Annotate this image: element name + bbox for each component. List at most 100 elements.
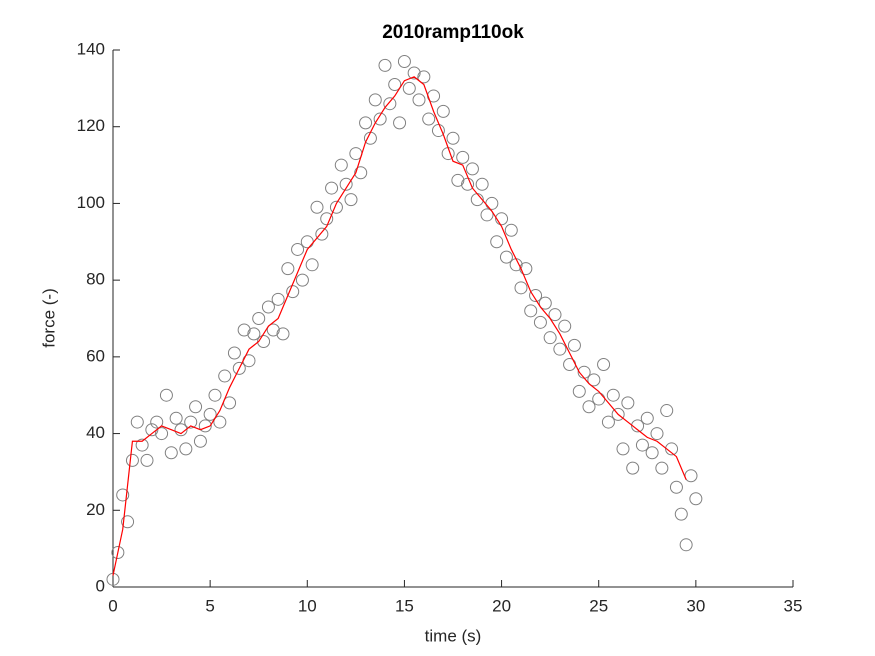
data-point	[179, 442, 193, 456]
data-point	[174, 423, 188, 437]
data-point	[359, 116, 373, 130]
data-point	[674, 507, 688, 521]
y-tick-label: 100	[77, 193, 105, 212]
data-point	[655, 461, 669, 475]
data-point	[606, 388, 620, 402]
y-tick-label: 0	[96, 576, 105, 595]
data-point	[538, 296, 552, 310]
data-point	[329, 200, 343, 214]
chart-title: 2010ramp110ok	[382, 22, 524, 43]
data-point	[300, 235, 314, 249]
data-point	[514, 281, 528, 295]
y-tick-label: 40	[86, 423, 105, 442]
data-point	[461, 177, 475, 191]
data-point	[315, 227, 329, 241]
data-point	[558, 319, 572, 333]
data-point	[480, 208, 494, 222]
data-point	[533, 315, 547, 329]
data-point	[592, 392, 606, 406]
data-point	[291, 242, 305, 256]
data-point	[412, 93, 426, 107]
data-point	[320, 212, 334, 226]
data-point	[465, 162, 479, 176]
data-point	[121, 515, 135, 529]
data-point	[495, 212, 509, 226]
data-point	[601, 415, 615, 429]
data-point	[261, 300, 275, 314]
data-point	[524, 304, 538, 318]
data-point	[631, 419, 645, 433]
data-point	[208, 388, 222, 402]
x-tick-label: 0	[108, 596, 117, 615]
data-point	[252, 312, 266, 325]
data-point	[436, 104, 450, 118]
data-point	[281, 262, 295, 276]
data-point	[665, 442, 679, 456]
data-point	[504, 223, 518, 237]
data-point	[684, 469, 698, 483]
data-point	[417, 70, 431, 84]
data-point	[203, 407, 217, 421]
data-point	[446, 131, 460, 145]
x-tick-label: 35	[784, 596, 803, 615]
data-point	[626, 461, 640, 475]
data-point	[485, 196, 499, 210]
y-tick-label: 20	[86, 500, 105, 519]
data-point	[227, 346, 241, 360]
data-point	[529, 288, 543, 302]
data-point	[587, 373, 601, 387]
data-point	[689, 492, 703, 506]
data-point	[490, 235, 504, 249]
data-point	[402, 81, 416, 95]
data-point	[111, 545, 125, 559]
data-point	[213, 415, 227, 429]
data-point	[305, 258, 319, 272]
data-point	[669, 480, 683, 494]
data-point	[218, 369, 232, 383]
data-point	[164, 446, 178, 460]
data-point	[363, 131, 377, 145]
data-point	[334, 158, 348, 172]
data-point	[616, 442, 630, 456]
data-point	[407, 66, 421, 80]
data-point	[286, 285, 300, 299]
data-point	[548, 308, 562, 322]
data-point	[645, 446, 659, 460]
x-tick-label: 15	[395, 596, 414, 615]
data-point	[247, 327, 261, 341]
data-point	[339, 177, 353, 191]
data-point	[422, 112, 436, 126]
data-point	[383, 97, 397, 111]
data-point	[640, 411, 654, 425]
data-point	[393, 116, 407, 130]
data-point	[189, 400, 203, 414]
data-point	[145, 423, 159, 437]
data-point	[582, 400, 596, 414]
y-tick-label: 80	[86, 270, 105, 289]
data-point	[193, 434, 207, 448]
data-point	[150, 415, 164, 429]
data-point	[257, 335, 271, 349]
data-point	[130, 415, 144, 429]
data-point	[611, 407, 625, 421]
data-point	[621, 396, 635, 410]
x-axis-label: time (s)	[425, 626, 482, 645]
data-point	[679, 538, 693, 552]
data-point	[140, 453, 154, 467]
data-point	[198, 419, 212, 433]
data-point	[650, 427, 664, 441]
data-point	[310, 200, 324, 214]
data-point	[373, 112, 387, 126]
data-point	[276, 327, 290, 341]
data-point	[325, 181, 339, 195]
data-point	[116, 488, 130, 502]
data-point	[344, 193, 358, 207]
data-point	[519, 262, 533, 276]
data-point	[553, 342, 567, 356]
data-point	[397, 55, 411, 69]
data-point	[237, 323, 251, 337]
data-point	[266, 323, 280, 337]
data-point	[499, 250, 513, 264]
